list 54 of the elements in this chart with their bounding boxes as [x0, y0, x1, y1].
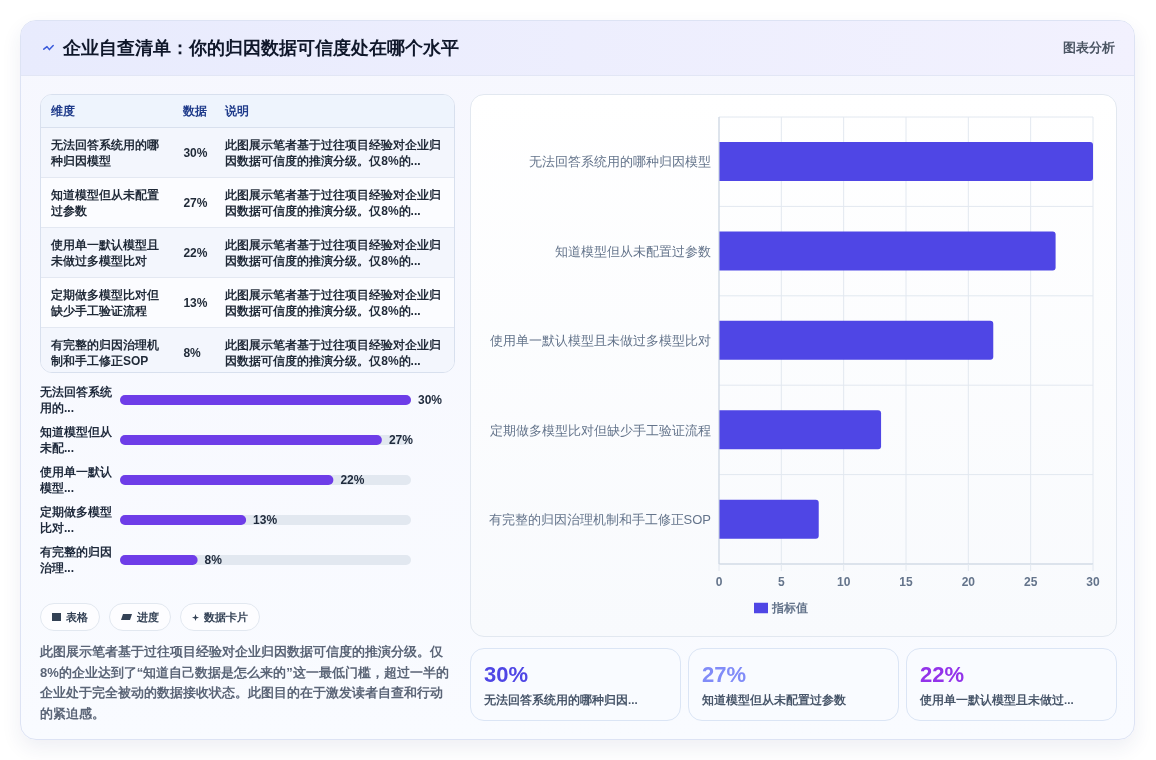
y-tick-label: 有完整的归因治理机制和手工修正SOP [488, 511, 711, 527]
category-label: 使用单一默认模型且未做过... [920, 694, 1074, 706]
y-tick-label: 无法回答系统用的哪种归因模型 [529, 154, 711, 170]
text: 27% [183, 195, 208, 210]
x-tick-label: 20 [961, 574, 976, 589]
y-tick-label: 知道模型但从未配... [40, 424, 113, 456]
text: 进度 [137, 610, 159, 623]
text: 27% [702, 662, 747, 687]
y-tick-label: 无法回答系统用的... [40, 384, 113, 416]
x-tick-label: 15 [899, 574, 913, 589]
category-label: 知道模型但从未配置过参数 [702, 694, 846, 706]
bar [719, 499, 819, 539]
text: 30% [183, 145, 208, 160]
text: 8% [183, 345, 201, 360]
text: 13% [183, 295, 208, 310]
text: 图表分析 [1063, 40, 1115, 55]
x-tick-label: 5 [777, 574, 785, 589]
text: 此图展示笔者基于过往项目经验对企业归因数据可信度的推演分级。仅8%的... [225, 287, 442, 318]
data-label: 8% [204, 553, 223, 567]
text: 企业自查清单：你的归因数据可信度处在哪个水平 [63, 38, 459, 58]
category-label: 无法回答系统用的哪种归因... [484, 694, 638, 706]
bar [719, 410, 882, 450]
y-tick-label: 使用单一默认模型... [40, 464, 113, 496]
data-label: 27% [388, 433, 414, 447]
text: 此图展示笔者基于过往项目经验对企业归因数据可信度的推演分级。仅8%的企业达到了“知道自己数据是怎么来的”这一最低门槛，超过一半的企业处于完全被动的数据接收状态。此图目的在于激发读者自查和行动的紧迫感。 [40, 644, 449, 721]
text: 维度 [51, 103, 75, 118]
x-tick-label: 25 [1023, 574, 1038, 589]
text: 此图展示笔者基于过往项目经验对企业归因数据可信度的推演分级。仅8%的... [225, 187, 442, 218]
y-tick-label: 有完整的归因治理... [40, 544, 113, 576]
y-tick-label: 知道模型但从未配置过参数 [555, 243, 711, 259]
bar [719, 320, 994, 360]
bar [120, 555, 198, 565]
y-tick-label: 使用单一默认模型且未做过多模型比对 [490, 333, 711, 349]
text: 22% [183, 245, 208, 260]
x-tick-label: 0 [715, 574, 723, 589]
text: 数据卡片 [204, 610, 248, 623]
bar [719, 231, 1056, 271]
data-label: 22% [340, 473, 365, 487]
data-label: 30% [418, 393, 443, 407]
y-tick-label: 定期做多模型比对但缺少手工验证流程 [490, 422, 711, 438]
text: 此图展示笔者基于过往项目经验对企业归因数据可信度的推演分级。仅8%的... [225, 237, 442, 268]
text: 说明 [225, 103, 250, 118]
x-tick-label: 30 [1086, 574, 1100, 589]
legend-label: 指标值 [772, 601, 808, 615]
text: 30% [484, 662, 529, 687]
text: 表格 [66, 610, 88, 623]
y-tick-label: 定期做多模型比对... [40, 504, 113, 536]
text: 此图展示笔者基于过往项目经验对企业归因数据可信度的推演分级。仅8%的... [225, 137, 442, 168]
data-label: 13% [253, 513, 278, 527]
bar [719, 142, 1093, 182]
text: 此图展示笔者基于过往项目经验对企业归因数据可信度的推演分级。仅8%的... [225, 337, 442, 368]
x-tick-label: 10 [836, 574, 851, 589]
text: 数据 [183, 103, 208, 118]
text: 22% [920, 662, 965, 687]
